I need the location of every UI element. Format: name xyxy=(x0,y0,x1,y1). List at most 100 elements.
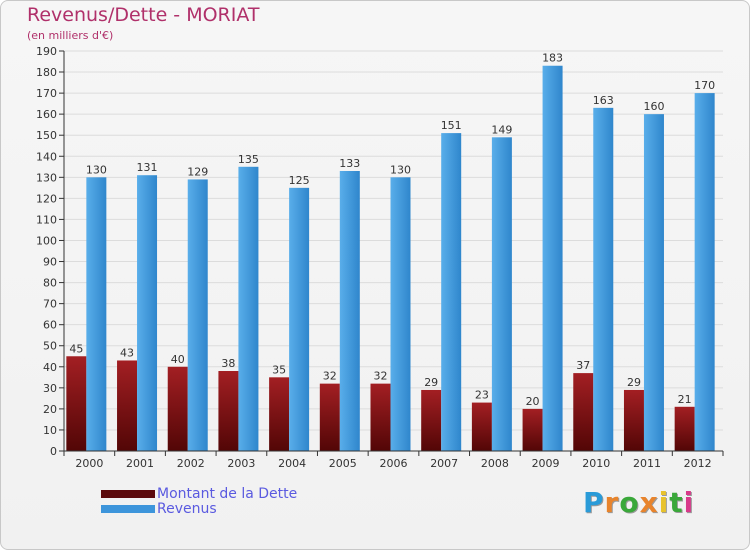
bar-dette xyxy=(623,389,644,451)
y-tick-label: 190 xyxy=(36,45,57,58)
proxiti-logo: Proxiti xyxy=(583,486,694,519)
bar-revenus xyxy=(643,114,664,451)
y-tick-label: 100 xyxy=(36,234,57,247)
y-tick-label: 180 xyxy=(36,66,57,79)
y-tick-label: 110 xyxy=(36,213,57,226)
bar-revenus xyxy=(187,179,208,451)
bar-dette xyxy=(370,383,391,451)
y-tick-label: 130 xyxy=(36,171,57,184)
bar-value-label: 23 xyxy=(475,389,489,402)
bar-revenus xyxy=(542,65,563,451)
bar-value-label: 149 xyxy=(491,123,512,136)
y-tick-label: 40 xyxy=(43,361,57,374)
bar-value-label: 32 xyxy=(374,370,388,383)
y-tick-label: 70 xyxy=(43,298,57,311)
bar-value-label: 35 xyxy=(272,363,286,376)
bar-value-label: 160 xyxy=(643,100,664,113)
labels: 0 10 20 30 40 50 60 70 80 90 100 110 120 130 140 150 160… xyxy=(36,45,715,470)
bar-revenus xyxy=(593,107,614,451)
legend-swatch-debt xyxy=(101,490,155,498)
bar-value-label: 37 xyxy=(576,359,590,372)
bar-dette xyxy=(421,389,442,451)
bar-value-label: 32 xyxy=(323,370,337,383)
bar-revenus xyxy=(491,137,512,451)
bar-value-label: 170 xyxy=(694,79,715,92)
bar-dette xyxy=(117,360,138,451)
bar-value-label: 40 xyxy=(171,353,185,366)
axes xyxy=(59,50,724,456)
bar-value-label: 131 xyxy=(137,161,158,174)
y-tick-label: 20 xyxy=(43,403,57,416)
logo-letter: P xyxy=(583,486,605,519)
y-tick-label: 10 xyxy=(43,424,57,437)
y-tick-label: 30 xyxy=(43,382,57,395)
bar-dette xyxy=(471,402,492,451)
x-tick-label: 2010 xyxy=(582,457,610,470)
bar-value-label: 29 xyxy=(424,376,438,389)
x-tick-label: 2005 xyxy=(329,457,357,470)
x-tick-label: 2002 xyxy=(177,457,205,470)
logo-letter: t xyxy=(669,486,684,519)
x-tick-label: 2011 xyxy=(633,457,661,470)
bar-dette xyxy=(218,371,239,451)
logo-letter: o xyxy=(619,486,640,519)
y-tick-label: 90 xyxy=(43,256,57,269)
bar-value-label: 21 xyxy=(678,393,692,406)
legend-label-revenus: Revenus xyxy=(157,501,217,517)
x-tick-label: 2003 xyxy=(227,457,255,470)
legend-label-debt: Montant de la Dette xyxy=(157,486,298,502)
bar-value-label: 135 xyxy=(238,153,259,166)
y-tick-label: 170 xyxy=(36,87,57,100)
logo-letter: i xyxy=(683,486,695,519)
y-tick-label: 160 xyxy=(36,108,57,121)
x-tick-label: 2009 xyxy=(532,457,560,470)
logo-letter: r xyxy=(604,486,620,519)
x-tick-label: 2008 xyxy=(481,457,509,470)
x-tick-label: 2007 xyxy=(430,457,458,470)
bar-value-label: 183 xyxy=(542,52,563,65)
bar-value-label: 133 xyxy=(339,157,360,170)
bar-dette xyxy=(319,383,340,451)
y-tick-label: 120 xyxy=(36,192,57,205)
bar-value-label: 29 xyxy=(627,376,641,389)
x-tick-label: 2000 xyxy=(75,457,103,470)
bars xyxy=(66,65,715,452)
bar-value-label: 38 xyxy=(221,357,235,370)
bar-value-label: 43 xyxy=(120,346,134,359)
bar-value-label: 129 xyxy=(187,165,208,178)
y-tick-label: 140 xyxy=(36,150,57,163)
bar-revenus xyxy=(339,171,360,451)
bar-dette xyxy=(573,373,594,451)
y-tick-label: 0 xyxy=(50,445,57,458)
logo-letter: i xyxy=(658,486,670,519)
x-tick-label: 2004 xyxy=(278,457,306,470)
bar-dette xyxy=(674,406,695,451)
bar-revenus xyxy=(441,133,462,451)
bar-value-label: 45 xyxy=(69,342,83,355)
legend-swatch-revenus xyxy=(101,505,155,513)
bar-revenus xyxy=(86,177,107,451)
bar-dette xyxy=(522,408,543,451)
y-tick-label: 150 xyxy=(36,129,57,142)
bar-value-label: 125 xyxy=(289,174,310,187)
bar-revenus xyxy=(238,166,259,451)
logo-letter: x xyxy=(639,486,659,519)
bar-revenus xyxy=(137,175,158,452)
bar-dette xyxy=(167,366,188,451)
bar-dette xyxy=(66,356,87,451)
x-tick-label: 2006 xyxy=(380,457,408,470)
bar-value-label: 151 xyxy=(441,119,462,132)
chart-title: Revenus/Dette - MORIAT xyxy=(27,4,260,26)
chart-subtitle: (en milliers d'€) xyxy=(27,29,114,42)
bar-value-label: 20 xyxy=(526,395,540,408)
bar-value-label: 163 xyxy=(593,94,614,107)
bar-revenus xyxy=(390,177,411,451)
bar-revenus xyxy=(694,93,715,452)
x-tick-label: 2001 xyxy=(126,457,154,470)
bar-value-label: 130 xyxy=(390,163,411,176)
x-tick-label: 2012 xyxy=(684,457,712,470)
y-tick-label: 50 xyxy=(43,340,57,353)
y-tick-label: 60 xyxy=(43,319,57,332)
